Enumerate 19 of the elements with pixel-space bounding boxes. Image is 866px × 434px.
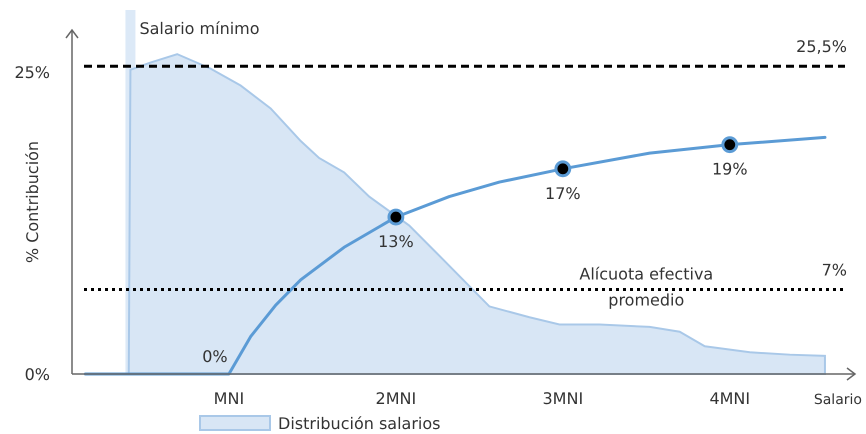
x-tick-label: 2MNI (376, 389, 416, 408)
annotation: Alícuota efectiva promedio (579, 264, 714, 310)
legend-label: Distribución salarios (278, 414, 440, 433)
data-label: 13% (378, 232, 414, 252)
x-axis-title: Salario (814, 392, 862, 408)
data-label: 17% (545, 184, 581, 203)
y-axis-title: % Contribución (23, 140, 42, 264)
x-tick-label: 3MNI (542, 389, 584, 408)
point (721, 136, 738, 154)
x-tick-label: 4MNI (709, 389, 750, 408)
point (387, 208, 404, 226)
point (554, 160, 572, 178)
ref-line-label: 7% (822, 260, 847, 280)
ref-line-label: 25,5% (796, 37, 847, 56)
annotation: 0% (202, 347, 228, 366)
data-label: 19% (712, 160, 748, 179)
y-tick-label: 25% (14, 63, 50, 82)
band-label: Salario mínimo (139, 19, 260, 38)
x-tick-label: MNI (214, 389, 244, 408)
